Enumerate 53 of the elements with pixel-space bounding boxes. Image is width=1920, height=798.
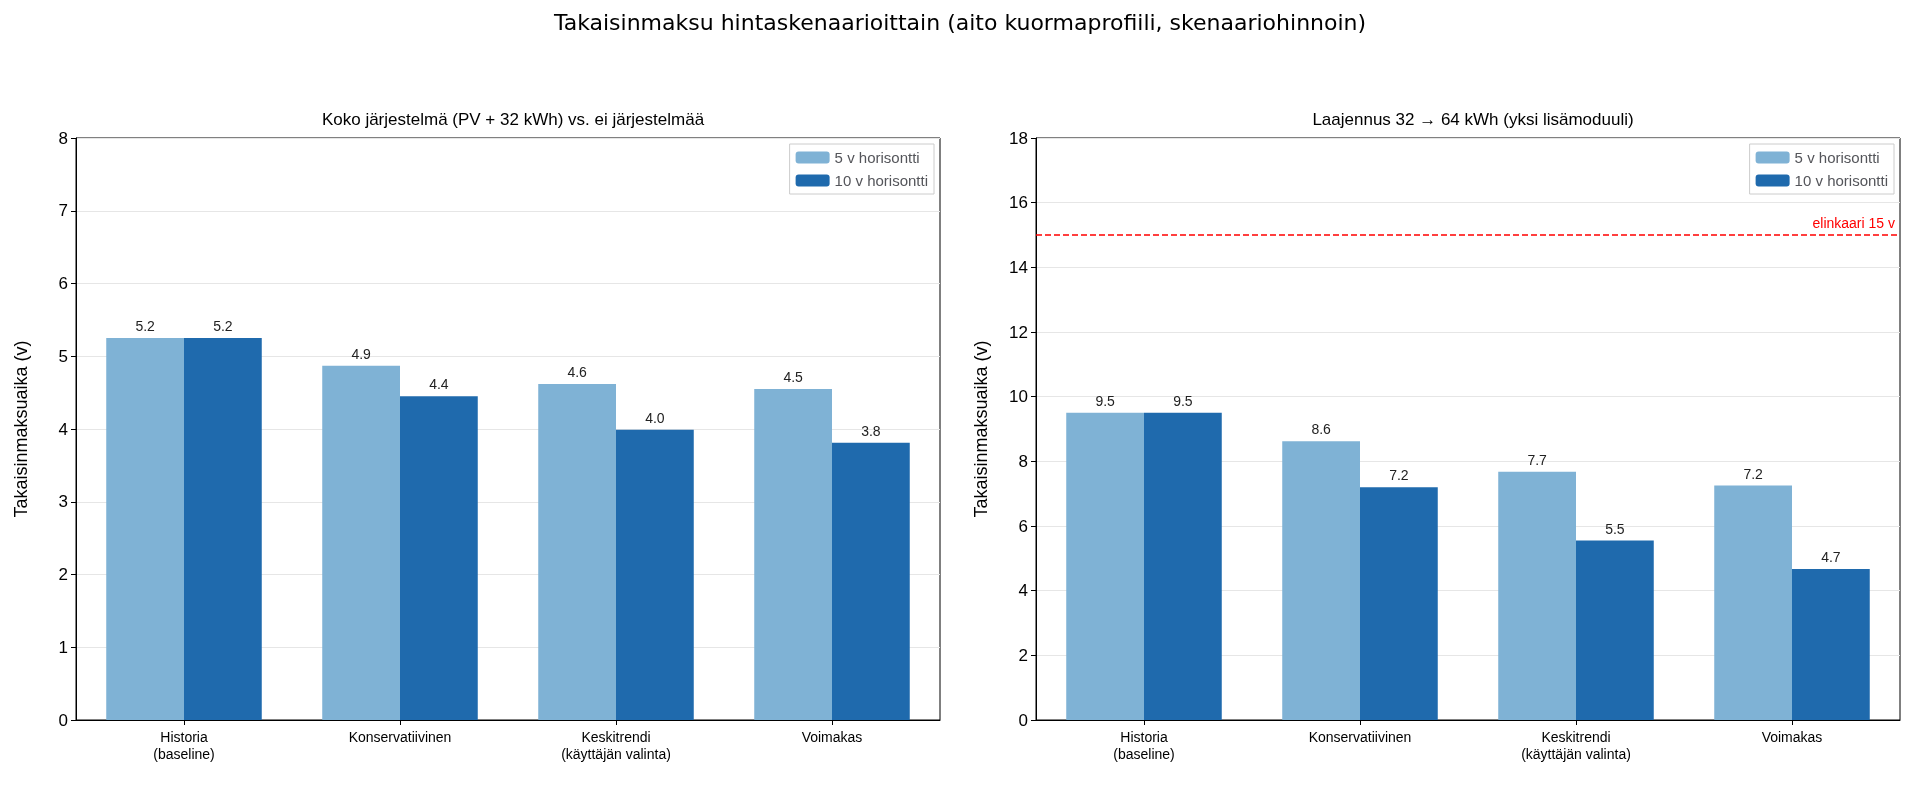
y-tick-label: 2 (1018, 645, 1028, 665)
data-label: 3.8 (861, 422, 881, 439)
x-tick-label: Historia (baseline) (153, 728, 215, 762)
data-label: 8.6 (1311, 421, 1332, 438)
y-tick-label: 2 (58, 565, 68, 584)
data-label: 4.7 (1821, 549, 1841, 565)
y-tick-label: 3 (58, 492, 68, 512)
data-label: 5.2 (135, 318, 156, 335)
text: Takaisinmaksu hintaskenaarioittain (aito kuormaprofiili, skenaariohinnoin) (552, 10, 1368, 35)
y-tick-label: 16 (1009, 193, 1028, 213)
y-tick-label: 0 (58, 710, 68, 730)
chart-title: Koko järjestelmä (PV + 32 kWh) vs. ei järjestelmää (321, 110, 705, 129)
legend-label: 10 v horisontti (1794, 172, 1889, 189)
data-label: 9.5 (1095, 392, 1116, 409)
x-tick-label: Voimakas (1761, 728, 1823, 745)
y-tick-label: 4 (58, 419, 68, 439)
x-tick-label: Konservatiivinen (1308, 728, 1412, 745)
y-tick-label: 14 (1009, 257, 1028, 277)
y-tick-label: 8 (58, 128, 68, 148)
y-tick-label: 8 (1018, 451, 1028, 471)
y-tick-label: 12 (1009, 322, 1028, 342)
ref-line-label: elinkaari 15 v (1812, 215, 1895, 231)
data-label: 7.2 (1389, 467, 1409, 484)
x-tick-label: Keskitrendi (käyttäjän valinta) (1521, 728, 1631, 762)
x-tick-label: Voimakas (801, 728, 863, 745)
y-tick-label: 0 (1018, 710, 1028, 730)
data-label: 4.5 (783, 368, 804, 385)
y-axis-title: Takaisinmaksuaika (v) (971, 340, 991, 518)
legend-label: 5 v horisontti (834, 149, 920, 166)
data-label: 7.7 (1527, 451, 1548, 468)
y-tick-label: 1 (58, 637, 68, 657)
y-tick-label: 7 (58, 201, 68, 221)
y-tick-label: 6 (58, 274, 68, 293)
legend-label: 5 v horisontti (1794, 149, 1880, 166)
chart-title: Laajennus 32 → 64 kWh (yksi lisämoduuli) (1312, 110, 1634, 129)
legend-label: 10 v horisontti (834, 172, 929, 189)
y-tick-label: 18 (1009, 128, 1028, 148)
data-label: 7.2 (1743, 465, 1764, 482)
y-tick-label: 6 (1018, 516, 1028, 536)
data-label: 9.5 (1173, 392, 1193, 409)
data-label: 4.9 (351, 345, 372, 362)
data-label: 4.4 (429, 376, 449, 393)
y-tick-label: 10 (1009, 387, 1028, 407)
x-tick-label: Historia (baseline) (1113, 728, 1175, 762)
data-label: 5.2 (213, 318, 233, 335)
y-tick-label: 4 (1018, 581, 1028, 601)
x-tick-label: Keskitrendi (käyttäjän valinta) (561, 728, 671, 762)
data-label: 4.6 (567, 363, 588, 380)
y-axis-title: Takaisinmaksuaika (v) (11, 340, 31, 518)
data-label: 5.5 (1605, 520, 1625, 537)
x-tick-label: Konservatiivinen (348, 728, 452, 745)
data-label: 4.0 (645, 409, 665, 426)
y-tick-label: 5 (58, 346, 68, 366)
